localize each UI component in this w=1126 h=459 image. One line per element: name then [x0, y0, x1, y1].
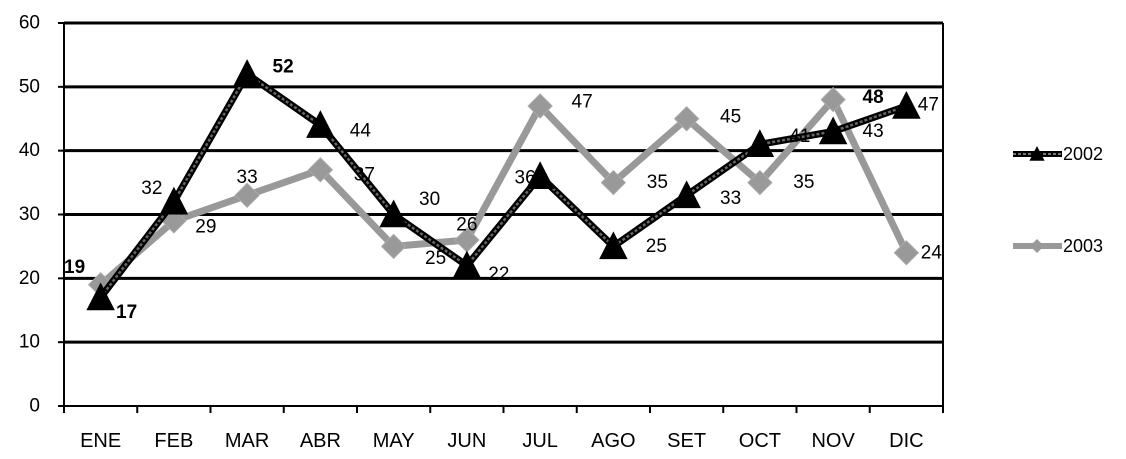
- point-2003-set: [673, 106, 700, 132]
- x-tick-label-jul: JUL: [522, 430, 558, 452]
- x-tick-label-may: MAY: [373, 430, 415, 452]
- legend-marker-2003: [1030, 239, 1044, 253]
- point-2002-feb: [159, 186, 189, 215]
- point-2003-nov: [820, 86, 846, 113]
- series-2002: [86, 59, 921, 311]
- point-2003-abr: [307, 157, 334, 183]
- y-tick-label: 20: [19, 268, 40, 289]
- series-line-2003: [98, 93, 910, 288]
- legend-label-2002: 2002: [1063, 144, 1103, 164]
- x-tick-label-feb: FEB: [154, 430, 193, 452]
- legend-item-2002: 2002: [1013, 144, 1103, 164]
- data-label-2002-dic: 47: [918, 94, 939, 115]
- data-label-2003-mar: 33: [237, 167, 258, 188]
- series-2003: [87, 86, 920, 298]
- point-2003-ago: [600, 169, 627, 196]
- x-tick-label-oct: OCT: [739, 430, 781, 452]
- data-labels: 19 29 33 37 25 26 47 35 45 35 48 24 17 32 52 44 30 22 36 25…: [64, 57, 942, 323]
- legend: 2002 2003: [1013, 144, 1103, 256]
- data-label-2003-feb: 29: [195, 216, 216, 237]
- data-label-2002-ene: 17: [116, 302, 137, 323]
- data-label-2003-ene: 19: [64, 257, 85, 278]
- data-label-2003-may: 25: [425, 248, 446, 269]
- point-2002-set: [672, 180, 701, 209]
- data-label-2003-jul: 47: [572, 91, 593, 112]
- y-tick-label: 50: [19, 76, 40, 97]
- data-label-2003-ago: 35: [647, 172, 668, 193]
- data-label-2002-oct: 41: [789, 126, 810, 147]
- data-label-2003-set: 45: [720, 106, 741, 127]
- x-tick-label-abr: ABR: [300, 430, 341, 452]
- y-tick-label: 40: [19, 140, 40, 161]
- data-label-2003-oct: 35: [793, 172, 814, 193]
- point-2002-ago: [599, 231, 628, 260]
- x-tick-label-nov: NOV: [811, 430, 855, 452]
- legend-label-2003: 2003: [1063, 236, 1103, 256]
- x-tick-label-jun: JUN: [447, 430, 486, 452]
- series-layer: [86, 59, 921, 311]
- legend-marker-2002: [1029, 146, 1045, 161]
- gridlines: [64, 21, 943, 344]
- series-line-2002-outline: [97, 69, 908, 300]
- axes: 0 10 20 30 40 50 60 ENE FEB MAR ABR MAY JUN JUL AGO SET…: [19, 13, 944, 452]
- data-label-2002-jun: 22: [488, 264, 509, 285]
- data-label-2002-abr: 44: [350, 121, 372, 142]
- data-label-2003-abr: 37: [354, 164, 375, 185]
- x-tick-label-set: SET: [667, 430, 706, 452]
- data-label-2002-may: 30: [419, 189, 440, 210]
- data-label-2003-dic: 24: [921, 242, 943, 263]
- y-tick-label: 30: [19, 204, 40, 225]
- point-2002-mar: [232, 59, 262, 87]
- point-2002-dic: [892, 90, 921, 119]
- data-label-2003-jun: 26: [456, 215, 477, 236]
- data-label-2002-feb: 32: [141, 178, 162, 199]
- data-label-2003-nov: 48: [863, 87, 884, 108]
- x-tick-label-ago: AGO: [591, 430, 635, 452]
- data-label-2002-ago: 25: [646, 236, 667, 257]
- point-2002-jun: [452, 250, 482, 279]
- point-2002-nov: [818, 116, 848, 145]
- x-tick-label-mar: MAR: [225, 430, 269, 452]
- point-2002-abr: [306, 110, 335, 138]
- y-tick-label: 0: [29, 396, 40, 417]
- y-tick-label: 10: [19, 332, 40, 353]
- point-2003-dic: [893, 240, 920, 266]
- x-tick-label-ene: ENE: [80, 430, 121, 452]
- point-2003-jul: [527, 93, 553, 119]
- y-tick-label: 60: [19, 13, 40, 34]
- point-2003-may: [380, 233, 407, 260]
- data-label-2002-nov: 43: [863, 121, 884, 142]
- legend-item-2003: 2003: [1013, 236, 1103, 256]
- data-label-2002-jul: 36: [515, 168, 536, 189]
- point-2003-mar: [234, 182, 260, 209]
- point-2002-jul: [525, 161, 555, 189]
- point-2002-oct: [745, 129, 775, 158]
- data-label-2002-mar: 52: [273, 57, 294, 78]
- data-label-2002-set: 33: [720, 188, 741, 209]
- point-2002-ene: [86, 282, 115, 311]
- point-2002-may: [379, 199, 408, 228]
- x-tick-label-dic: DIC: [889, 430, 923, 452]
- point-2003-oct: [747, 169, 773, 196]
